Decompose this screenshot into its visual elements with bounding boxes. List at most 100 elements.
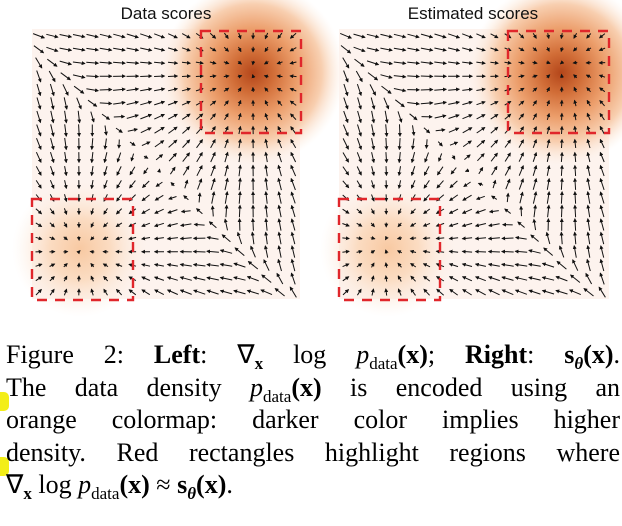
score-arrow xyxy=(491,165,498,176)
score-arrow xyxy=(154,113,166,120)
score-arrow xyxy=(599,218,605,231)
score-arrow xyxy=(90,262,95,268)
score-arrow xyxy=(141,276,151,281)
score-arrow xyxy=(89,249,95,254)
score-arrow xyxy=(448,249,459,254)
score-arrow xyxy=(518,74,525,79)
score-arrow xyxy=(342,180,350,189)
score-arrow xyxy=(586,151,591,163)
score-arrow xyxy=(155,181,163,187)
score-arrow xyxy=(476,114,486,120)
score-arrow xyxy=(343,97,349,110)
score-arrow xyxy=(36,138,42,151)
score-arrow xyxy=(420,61,434,66)
score-arrow xyxy=(546,191,551,204)
score-arrow xyxy=(462,87,473,92)
score-arrow xyxy=(541,262,555,268)
score-arrow xyxy=(196,164,203,177)
score-arrow xyxy=(170,182,175,187)
left-region-box-bottom xyxy=(30,197,135,302)
score-arrow xyxy=(264,151,269,163)
score-arrow xyxy=(370,97,376,110)
score-arrow xyxy=(143,155,149,159)
score-arrow xyxy=(290,177,296,191)
score-arrow xyxy=(141,194,150,202)
score-arrow xyxy=(434,47,447,52)
score-arrow xyxy=(420,33,434,39)
score-arrow xyxy=(126,114,139,119)
score-arrow xyxy=(237,191,242,204)
score-arrow xyxy=(128,289,137,296)
score-arrow xyxy=(599,125,605,135)
score-arrow xyxy=(555,275,568,282)
score-arrow xyxy=(448,127,460,133)
score-arrow xyxy=(102,236,109,240)
score-arrow xyxy=(250,218,255,231)
score-arrow xyxy=(383,97,390,110)
score-arrow xyxy=(167,87,179,92)
score-arrow xyxy=(50,137,55,151)
score-arrow xyxy=(356,222,363,227)
score-arrow xyxy=(409,113,418,121)
score-arrow xyxy=(166,236,178,241)
score-arrow xyxy=(514,289,528,295)
score-arrow xyxy=(60,72,71,81)
score-arrow xyxy=(289,286,297,298)
score-arrow xyxy=(196,151,203,163)
score-arrow xyxy=(343,110,349,124)
score-arrow xyxy=(264,218,269,231)
caption-line-1: Figure 2: Left: ∇x log pdata(x); Right: … xyxy=(6,340,621,374)
score-arrow xyxy=(50,124,55,137)
score-arrow xyxy=(193,222,205,227)
score-arrow xyxy=(477,182,484,187)
score-arrow xyxy=(237,32,242,40)
score-arrow xyxy=(518,60,525,65)
score-arrow xyxy=(586,245,591,258)
score-arrow xyxy=(462,47,474,52)
score-arrow xyxy=(208,221,217,229)
score-arrow xyxy=(546,74,551,79)
score-arrow xyxy=(568,289,581,296)
score-arrow xyxy=(59,60,73,66)
score-arrow xyxy=(410,275,416,282)
score-arrow xyxy=(196,139,203,149)
score-arrow xyxy=(223,218,228,231)
score-arrow xyxy=(519,191,524,204)
score-arrow xyxy=(237,177,242,191)
score-arrow xyxy=(599,272,605,285)
score-arrow xyxy=(370,208,375,215)
score-arrow xyxy=(476,60,486,65)
score-arrow xyxy=(103,288,108,296)
score-arrow xyxy=(573,112,578,121)
score-arrow xyxy=(476,100,486,106)
score-arrow xyxy=(86,60,100,65)
score-arrow xyxy=(210,113,216,120)
score-arrow xyxy=(154,100,166,106)
score-arrow xyxy=(423,180,430,189)
caption-figure-label: Figure 2: xyxy=(6,340,125,369)
score-arrow xyxy=(103,166,108,177)
score-arrow xyxy=(357,97,362,110)
right-panel-title: Estimated scores xyxy=(407,4,539,23)
score-arrow xyxy=(532,138,538,148)
score-arrow xyxy=(237,74,243,79)
score-arrow xyxy=(33,45,45,54)
score-arrow xyxy=(586,87,591,93)
score-arrow xyxy=(343,83,349,97)
score-arrow xyxy=(342,223,350,227)
score-arrow xyxy=(50,110,55,124)
score-arrow xyxy=(423,275,431,282)
score-arrow xyxy=(396,250,403,254)
score-arrow xyxy=(356,263,363,268)
score-arrow xyxy=(356,236,363,241)
score-arrow xyxy=(49,208,55,215)
score-arrow xyxy=(450,167,457,175)
score-arrow xyxy=(461,276,473,282)
score-arrow xyxy=(141,208,151,214)
score-arrow xyxy=(560,47,564,53)
score-arrow xyxy=(47,58,58,67)
score-arrow xyxy=(237,112,242,121)
score-arrow xyxy=(397,166,402,177)
score-arrow xyxy=(585,272,593,285)
score-arrow xyxy=(182,126,191,134)
